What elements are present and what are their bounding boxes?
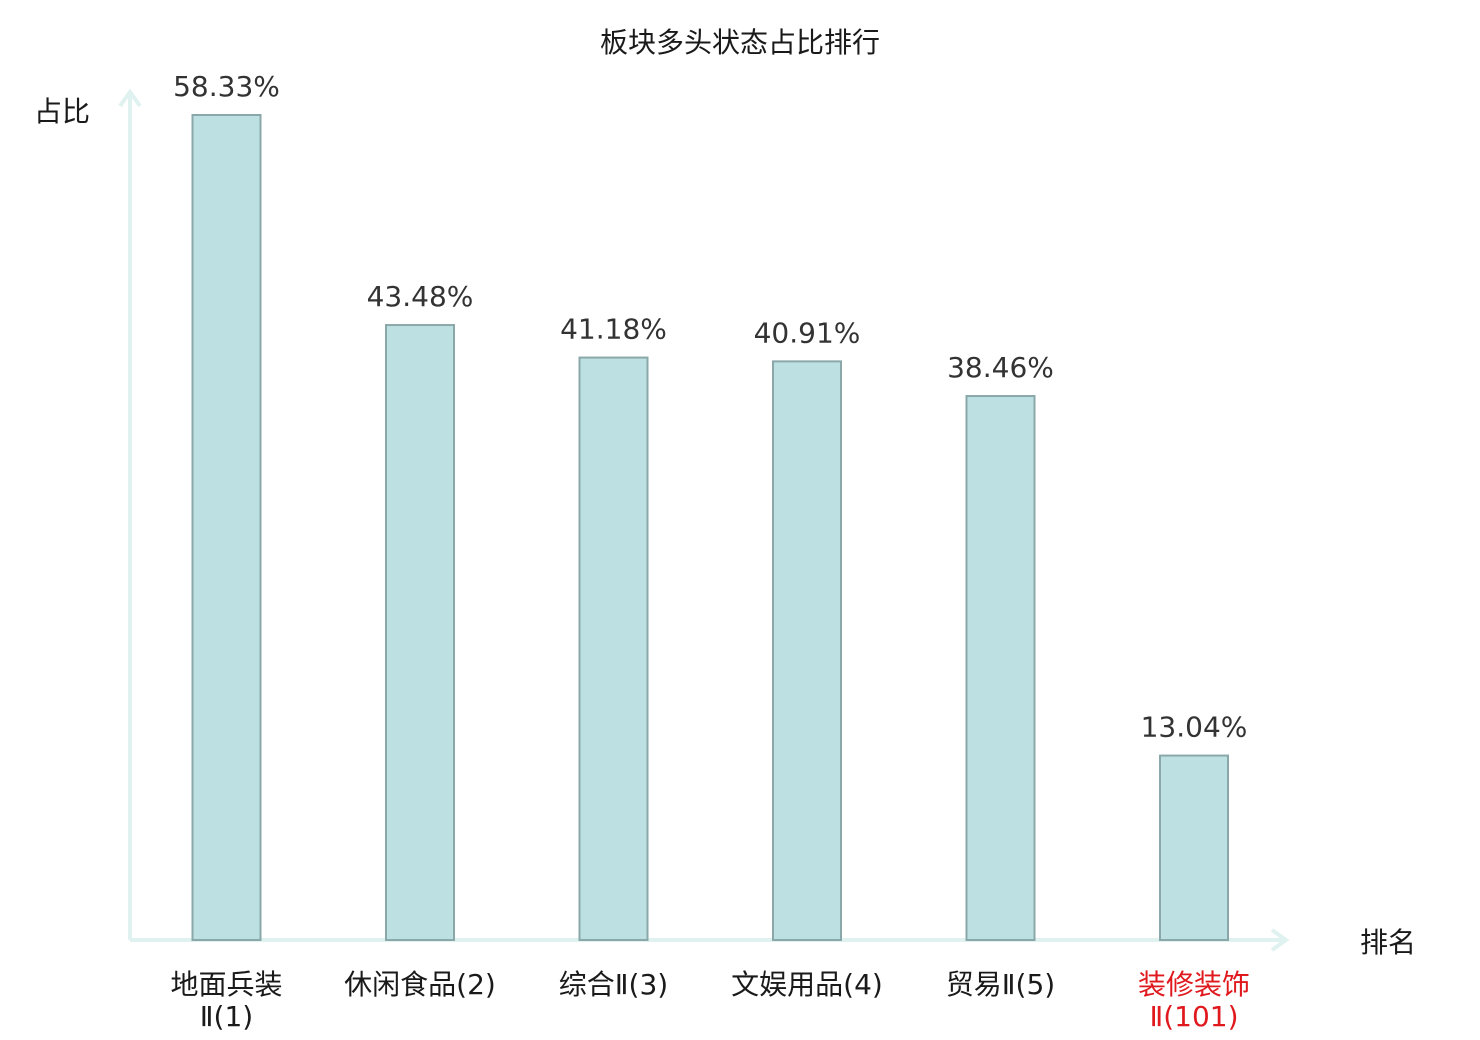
value-label-2: 43.48%	[367, 280, 474, 313]
value-label-4: 40.91%	[754, 316, 861, 349]
y-axis	[118, 88, 142, 940]
bar-3	[578, 356, 649, 942]
value-label-1: 58.33%	[173, 70, 280, 103]
bar-1	[191, 114, 262, 941]
bar-6	[1159, 754, 1229, 941]
bars-group	[191, 114, 1229, 942]
value-label-5: 38.46%	[947, 351, 1054, 384]
category-label-1: 地面兵装 Ⅱ(1)	[170, 968, 282, 1033]
category-label-5: 贸易Ⅱ(5)	[946, 968, 1055, 1001]
value-labels-group: 58.33% 43.48% 41.18% 40.91% 38.46% 13.04%	[173, 70, 1247, 744]
x-axis-label: 排名	[1360, 926, 1416, 959]
x-axis	[130, 928, 1290, 952]
chart-title: 板块多头状态占比排行	[600, 26, 880, 59]
category-label-6: 装修装饰 Ⅱ(101)	[1138, 968, 1250, 1033]
value-label-6: 13.04%	[1141, 711, 1248, 744]
bar-5	[965, 395, 1036, 942]
value-label-3: 41.18%	[560, 313, 667, 346]
y-axis-label: 占比	[34, 95, 90, 128]
category-label-2: 休闲食品(2)	[344, 968, 496, 1001]
bar-2	[385, 324, 455, 941]
bar-4	[772, 360, 842, 942]
category-label-4: 文娱用品(4)	[731, 968, 883, 1001]
category-labels-group: 地面兵装 Ⅱ(1) 休闲食品(2) 综合Ⅱ(3) 文娱用品(4) 贸易Ⅱ(5) 装修装饰 Ⅱ(…	[170, 968, 1250, 1033]
category-label-3: 综合Ⅱ(3)	[559, 968, 668, 1001]
